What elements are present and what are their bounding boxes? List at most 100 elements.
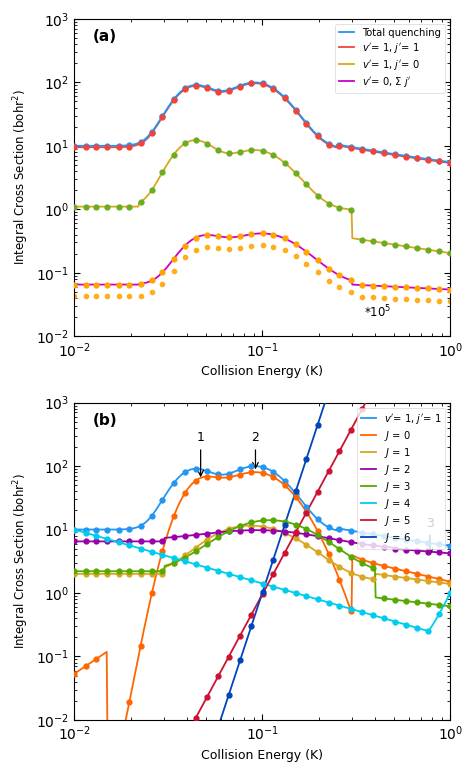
Point <box>225 525 233 537</box>
Point <box>115 140 123 152</box>
Point <box>325 548 333 560</box>
Point <box>170 531 178 543</box>
Point <box>392 563 399 575</box>
Point <box>104 140 111 152</box>
Point <box>214 472 222 484</box>
Point <box>402 151 410 163</box>
Point <box>413 621 421 634</box>
Point <box>104 733 111 745</box>
Point <box>82 526 90 539</box>
Point <box>336 523 343 535</box>
Point <box>292 250 300 263</box>
Point <box>214 85 222 97</box>
Point <box>137 565 145 577</box>
Point <box>402 533 410 546</box>
Point <box>392 377 399 390</box>
Point <box>447 600 454 612</box>
Point <box>225 84 233 97</box>
Point <box>192 541 200 553</box>
Point <box>92 653 100 666</box>
Point <box>402 281 410 294</box>
Point <box>281 526 288 538</box>
Point <box>115 565 123 577</box>
Point <box>292 519 300 531</box>
Point <box>336 269 343 281</box>
Point <box>225 567 233 580</box>
Point <box>148 126 155 138</box>
Point <box>214 468 222 481</box>
Point <box>225 231 233 243</box>
Point <box>203 82 211 94</box>
Point <box>447 295 454 308</box>
Point <box>192 231 200 243</box>
Point <box>126 141 133 153</box>
Point <box>170 552 178 564</box>
Point <box>269 524 277 536</box>
Point <box>402 595 410 608</box>
Point <box>302 257 310 270</box>
Point <box>380 560 388 572</box>
Point <box>358 144 366 156</box>
Point <box>170 148 178 161</box>
Point <box>104 290 111 302</box>
Point <box>236 654 244 666</box>
Point <box>413 567 421 580</box>
Point <box>380 147 388 159</box>
Point <box>413 574 421 586</box>
Point <box>259 524 266 536</box>
Point <box>181 466 189 478</box>
Point <box>413 377 421 390</box>
Point <box>181 83 189 95</box>
Point <box>236 146 244 158</box>
Point <box>137 733 145 745</box>
Point <box>104 523 111 536</box>
Point <box>281 479 288 492</box>
Legend: Total quenching, $v'$= 1, $j'$= 1, $v'$= 1, $j'$= 0, $v'$= 0, $\Sigma$ $j'$: Total quenching, $v'$= 1, $j'$= 1, $v'$=… <box>335 24 445 93</box>
Point <box>214 527 222 540</box>
Point <box>247 466 255 478</box>
Point <box>236 520 244 533</box>
Legend: $v'$= 1, $j'$= 1, $J$ = 0, $J$ = 1, $J$ = 2, $J$ = 3, $J$ = 4, $J$ = 5, $J$ = 6: $v'$= 1, $j'$= 1, $J$ = 0, $J$ = 1, $J$ … <box>356 407 445 549</box>
Point <box>137 543 145 555</box>
Point <box>425 153 432 165</box>
Point <box>413 544 421 557</box>
Point <box>358 377 366 390</box>
Point <box>302 506 310 518</box>
Point <box>325 536 333 548</box>
Point <box>347 604 355 617</box>
Point <box>159 565 166 577</box>
Point <box>181 82 189 94</box>
Point <box>447 587 454 599</box>
Point <box>380 377 388 390</box>
Point <box>314 418 321 431</box>
Point <box>392 292 399 305</box>
Point <box>71 200 78 213</box>
Point <box>236 463 244 475</box>
Point <box>281 244 288 257</box>
Point <box>292 167 300 179</box>
Point <box>192 733 200 745</box>
Point <box>236 80 244 93</box>
Point <box>302 179 310 191</box>
Point <box>236 80 244 92</box>
Point <box>259 461 266 473</box>
Point <box>302 117 310 129</box>
Point <box>159 278 166 291</box>
Point <box>247 228 255 240</box>
Point <box>435 547 443 559</box>
Point <box>82 290 90 302</box>
Point <box>402 377 410 390</box>
Point <box>269 553 277 566</box>
Point <box>259 145 266 157</box>
Point <box>159 545 166 557</box>
Point <box>170 477 178 489</box>
Point <box>380 569 388 581</box>
Point <box>247 620 255 632</box>
Point <box>82 565 90 577</box>
Point <box>225 523 233 535</box>
Point <box>71 523 78 536</box>
Point <box>402 565 410 577</box>
Point <box>203 538 211 550</box>
Point <box>325 274 333 287</box>
Point <box>358 553 366 566</box>
